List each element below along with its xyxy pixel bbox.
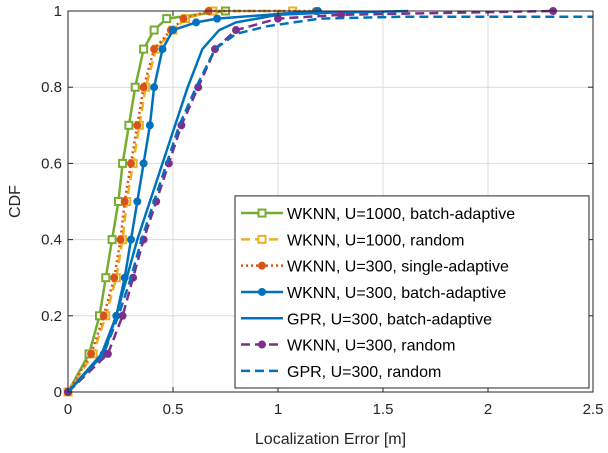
data-point	[127, 235, 135, 244]
legend-label: WKNN, U=300, batch-adaptive	[287, 285, 506, 302]
data-point	[103, 349, 112, 358]
y-tick-label: 0.6	[41, 155, 62, 172]
data-point	[127, 159, 135, 168]
y-axis-label: CDF	[7, 185, 24, 218]
data-point	[213, 14, 222, 23]
legend-label: GPR, U=300, random	[287, 364, 441, 381]
series-2	[64, 7, 320, 396]
ticks: 0 0.5 1 1.5 2 2.5 0 0.2 0.4 0.6 0.8 1	[41, 3, 603, 418]
legend-item: WKNN, U=1000, random	[241, 232, 464, 249]
series-line	[67, 9, 554, 393]
x-axis-label: Localization Error [m]	[255, 431, 406, 448]
data-point	[139, 159, 148, 168]
data-point	[274, 14, 282, 23]
legend-label: GPR, U=300, batch-adaptive	[287, 311, 492, 328]
y-tick-label: 1	[54, 3, 62, 20]
y-tick-label: 0.2	[41, 308, 62, 325]
x-tick-label: 0	[64, 401, 72, 418]
data-point	[139, 44, 149, 54]
legend-item: WKNN, U=300, single-adaptive	[241, 259, 509, 276]
data-point	[107, 235, 117, 245]
data-point	[118, 311, 127, 320]
legend-item: WKNN, U=300, random	[241, 338, 456, 355]
data-point	[120, 197, 129, 206]
series-line	[67, 9, 409, 393]
legend-label: WKNN, U=300, single-adaptive	[287, 259, 509, 276]
data-point	[169, 26, 177, 35]
data-point	[118, 158, 128, 168]
legend: WKNN, U=1000, batch-adaptive WKNN, U=1000…	[234, 195, 590, 389]
legend-item: WKNN, U=1000, batch-adaptive	[241, 206, 515, 223]
data-point	[192, 18, 201, 27]
data-point	[99, 311, 108, 320]
data-point	[133, 197, 142, 206]
legend-marker	[258, 340, 266, 349]
data-point	[139, 83, 148, 92]
data-point	[116, 235, 125, 244]
data-point	[150, 83, 159, 92]
data-point	[150, 45, 159, 54]
data-point	[179, 14, 188, 23]
axes-box	[67, 10, 594, 393]
legend-marker	[257, 234, 267, 244]
legend-marker	[257, 208, 267, 218]
data-point	[87, 349, 96, 358]
x-tick-label: 0.5	[163, 401, 184, 418]
data-point	[158, 45, 167, 54]
data-point	[149, 25, 159, 35]
series-4	[67, 9, 409, 393]
x-tick-label: 1.5	[373, 401, 394, 418]
y-tick-label: 0	[54, 384, 62, 401]
legend-label: WKNN, U=1000, random	[287, 232, 464, 249]
data-point	[232, 26, 240, 35]
y-tick-label: 0.4	[41, 232, 62, 249]
series-6	[67, 15, 593, 393]
series-layer	[63, 6, 593, 397]
legend-item: GPR, U=300, random	[241, 364, 441, 381]
x-tick-label: 2.5	[583, 401, 604, 418]
x-tick-label: 2	[484, 401, 492, 418]
legend-label: WKNN, U=300, random	[287, 338, 456, 355]
data-point	[162, 14, 172, 24]
legend-marker	[258, 287, 266, 296]
series-line	[67, 15, 593, 393]
legend-label: WKNN, U=1000, batch-adaptive	[287, 206, 515, 223]
y-tick-label: 0.8	[41, 79, 62, 96]
legend-box	[234, 195, 590, 389]
data-point	[101, 273, 111, 283]
data-point	[130, 82, 140, 92]
x-tick-label: 1	[274, 401, 282, 418]
legend-item: WKNN, U=300, batch-adaptive	[241, 285, 506, 302]
data-point	[145, 121, 154, 130]
data-point	[133, 121, 142, 130]
data-point	[110, 273, 119, 282]
legend-marker	[258, 261, 266, 270]
legend-item: GPR, U=300, batch-adaptive	[241, 311, 492, 328]
data-point	[124, 120, 134, 130]
